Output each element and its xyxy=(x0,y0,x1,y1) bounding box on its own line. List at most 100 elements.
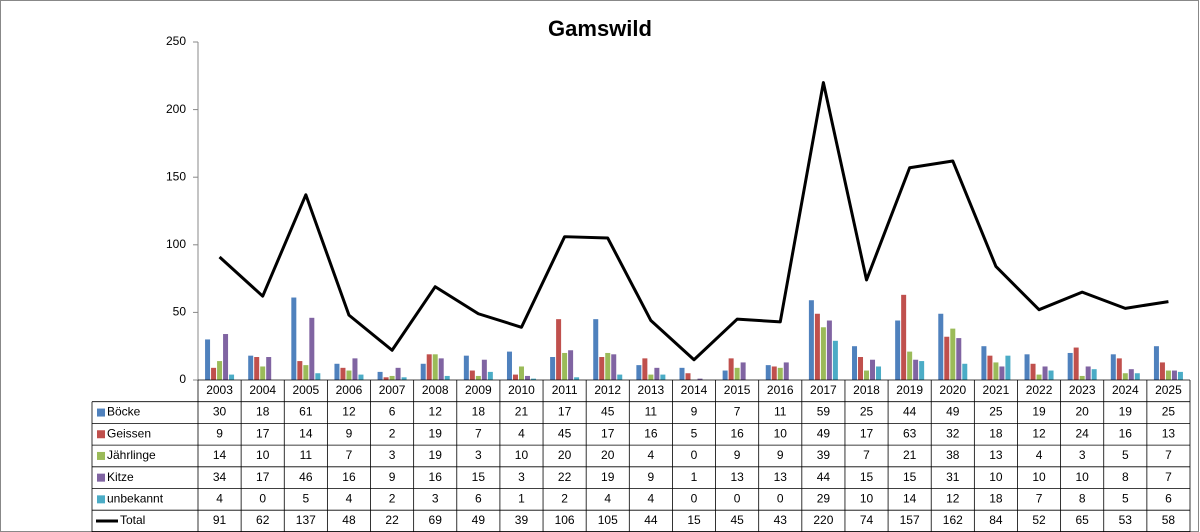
x-tick-label: 2024 xyxy=(1112,383,1139,397)
table-value: 2 xyxy=(561,492,568,506)
table-value: 38 xyxy=(946,448,960,462)
table-value: 25 xyxy=(860,405,874,419)
table-value: 15 xyxy=(472,470,486,484)
bar xyxy=(1079,375,1085,380)
bar xyxy=(950,328,956,380)
table-value: 7 xyxy=(1165,448,1172,462)
bar xyxy=(217,361,223,380)
bar xyxy=(617,374,623,380)
table-value: 49 xyxy=(946,405,960,419)
table-value: 43 xyxy=(774,513,788,527)
bar xyxy=(260,366,266,380)
table-value: 19 xyxy=(1119,405,1133,419)
bar xyxy=(487,371,493,380)
bar xyxy=(771,366,777,380)
table-value: 20 xyxy=(1075,405,1089,419)
table-value: 16 xyxy=(644,426,658,440)
bar xyxy=(574,377,580,380)
bar xyxy=(1134,373,1140,380)
legend-label: Kitze xyxy=(107,470,134,484)
table-value: 0 xyxy=(691,448,698,462)
x-tick-label: 2009 xyxy=(465,383,492,397)
legend-label: Total xyxy=(120,513,145,527)
bar xyxy=(512,374,518,380)
bar xyxy=(999,366,1005,380)
table-value: 20 xyxy=(558,448,572,462)
legend-label: Jährlinge xyxy=(107,448,156,462)
bar xyxy=(611,354,617,380)
bar xyxy=(1030,363,1036,380)
bar xyxy=(358,374,364,380)
table-value: 4 xyxy=(216,492,223,506)
bar xyxy=(660,374,666,380)
bar xyxy=(334,363,340,380)
x-tick-label: 2004 xyxy=(249,383,276,397)
table-value: 11 xyxy=(300,448,313,462)
bar xyxy=(1073,347,1079,380)
y-tick-label: 100 xyxy=(166,237,186,251)
table-value: 3 xyxy=(518,470,525,484)
x-tick-label: 2021 xyxy=(983,383,1010,397)
bar xyxy=(962,363,968,380)
bar xyxy=(1153,346,1159,380)
bar xyxy=(1024,354,1030,380)
table-value: 18 xyxy=(989,426,1003,440)
table-value: 61 xyxy=(299,405,313,419)
bar xyxy=(1091,369,1097,380)
table-value: 45 xyxy=(601,405,615,419)
table-value: 11 xyxy=(645,405,658,419)
bar xyxy=(832,340,838,380)
table-value: 65 xyxy=(1075,513,1089,527)
table-value: 3 xyxy=(1079,448,1086,462)
table-value: 13 xyxy=(774,470,788,484)
table-value: 2 xyxy=(389,426,396,440)
table-value: 29 xyxy=(817,492,831,506)
table-value: 7 xyxy=(1165,470,1172,484)
table-value: 34 xyxy=(213,470,227,484)
bar xyxy=(722,370,728,380)
table-value: 9 xyxy=(777,448,784,462)
y-tick-label: 0 xyxy=(179,372,186,386)
bar xyxy=(438,358,444,380)
table-value: 20 xyxy=(601,448,615,462)
table-value: 44 xyxy=(903,405,917,419)
bar xyxy=(389,375,395,380)
table-value: 105 xyxy=(598,513,618,527)
bar xyxy=(895,320,901,380)
bar xyxy=(1085,366,1091,380)
table-value: 19 xyxy=(1032,405,1046,419)
table-value: 5 xyxy=(691,426,698,440)
table-value: 10 xyxy=(989,470,1003,484)
table-value: 25 xyxy=(1162,405,1176,419)
x-tick-label: 2025 xyxy=(1155,383,1182,397)
table-value: 6 xyxy=(389,405,396,419)
x-tick-label: 2015 xyxy=(724,383,751,397)
table-value: 0 xyxy=(691,492,698,506)
table-value: 17 xyxy=(601,426,615,440)
bar xyxy=(820,327,826,380)
x-tick-label: 2018 xyxy=(853,383,880,397)
bar xyxy=(1048,370,1054,380)
bar xyxy=(254,357,260,380)
bar xyxy=(426,354,432,380)
bar xyxy=(205,339,211,380)
table-value: 16 xyxy=(1119,426,1133,440)
bar xyxy=(1128,369,1134,380)
table-value: 9 xyxy=(691,405,698,419)
table-value: 17 xyxy=(860,426,874,440)
table-value: 44 xyxy=(817,470,831,484)
table-value: 17 xyxy=(558,405,572,419)
bar xyxy=(266,357,272,380)
bar xyxy=(383,377,389,380)
table-value: 16 xyxy=(730,426,744,440)
table-value: 91 xyxy=(213,513,227,527)
bar xyxy=(740,362,746,380)
bar xyxy=(562,352,568,380)
bar xyxy=(401,377,407,380)
table-value: 6 xyxy=(475,492,482,506)
table-value: 45 xyxy=(558,426,572,440)
legend-key xyxy=(97,430,105,439)
table-value: 6 xyxy=(1165,492,1172,506)
legend-label: Geissen xyxy=(107,426,151,440)
